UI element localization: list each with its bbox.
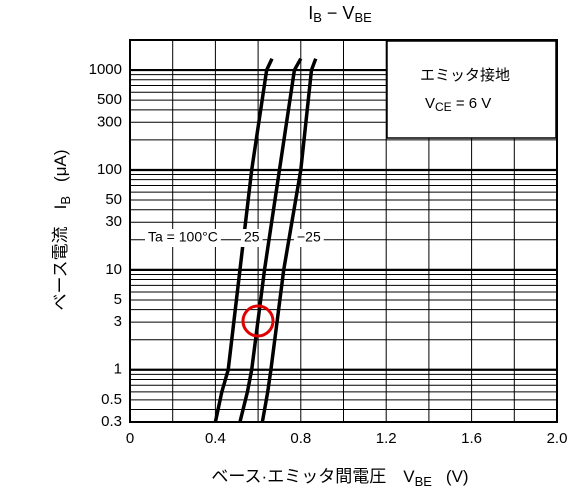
y-tick-label: 50	[105, 191, 122, 208]
x-tick-label: 2.0	[547, 430, 568, 447]
series-line	[260, 58, 318, 423]
note-sub: CE	[435, 100, 452, 114]
series-line	[213, 57, 274, 423]
note-part: V	[425, 95, 435, 112]
series-label-bg	[241, 229, 263, 247]
curves	[213, 57, 318, 423]
label-sub: B	[58, 196, 73, 205]
series-label: −25	[297, 229, 321, 245]
title-sub: B	[313, 10, 322, 25]
title-part: − V	[322, 3, 355, 23]
plot-frame	[129, 39, 558, 423]
y-tick-label: 500	[97, 91, 122, 108]
series-line	[238, 57, 303, 423]
note-text: エミッタ接地	[420, 67, 510, 84]
note-text: VCE = 6 V	[425, 95, 491, 114]
y-tick-label: 0.5	[101, 391, 122, 408]
title-sub: BE	[354, 10, 372, 25]
series-label: 25	[244, 229, 260, 245]
y-axis-label: ベース電流 IB (μA)	[51, 149, 73, 310]
y-tick-label: 0.3	[101, 413, 122, 430]
y-tick-label: 100	[97, 161, 122, 178]
series-label: Ta = 100°C	[148, 229, 218, 245]
label-part: (μA)	[51, 149, 70, 181]
x-tick-label: 0.4	[205, 430, 226, 447]
highlight-circle	[241, 304, 275, 338]
y-tick-label: 300	[97, 113, 122, 130]
chart-title: IB − VBE	[308, 3, 372, 26]
title-part: I	[308, 3, 313, 23]
y-tick-label: 5	[114, 291, 122, 308]
y-tick-label: 10	[105, 261, 122, 278]
y-tick-label: 1	[114, 361, 122, 378]
y-tick-label: 30	[105, 213, 122, 230]
note-box	[386, 40, 557, 139]
x-tick-label: 1.2	[376, 430, 397, 447]
label-part: ベース電流 I	[51, 205, 70, 311]
series-label-bg	[294, 229, 324, 247]
x-tick-label: 1.6	[461, 430, 482, 447]
series-label-bg	[145, 229, 221, 247]
label-part: ベース·エミッタ間電圧 V	[211, 467, 415, 486]
label-part: (V)	[446, 467, 469, 486]
note-part: = 6 V	[452, 95, 492, 112]
y-tick-label: 1000	[89, 61, 122, 78]
y-tick-label: 3	[114, 313, 122, 330]
x-tick-label: 0.8	[290, 430, 311, 447]
label-sub: BE	[415, 474, 433, 489]
x-tick-label: 0	[126, 430, 134, 447]
series-labels: Ta = 100°C 25 −25	[145, 229, 324, 247]
x-axis-label: ベース·エミッタ間電圧 VBE (V)	[211, 467, 468, 489]
